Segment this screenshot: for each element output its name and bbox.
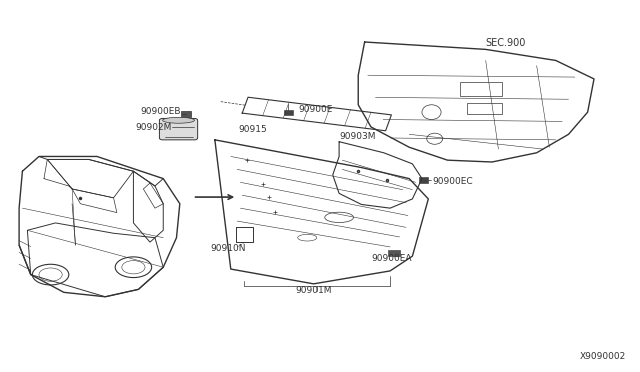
Bar [181,112,191,116]
Text: 90915: 90915 [239,125,268,134]
Bar [467,103,502,114]
Text: 90900EB: 90900EB [140,107,181,116]
Ellipse shape [163,117,195,123]
Text: 90901M: 90901M [296,286,332,295]
Text: 90902M: 90902M [135,123,172,132]
Text: 90900EC: 90900EC [432,177,473,186]
Text: 90910N: 90910N [211,244,246,253]
Text: 90900E: 90900E [298,105,333,115]
Text: SEC.900: SEC.900 [486,38,526,48]
Text: 90900EA: 90900EA [371,254,412,263]
Bar [284,110,292,115]
Text: X9090002: X9090002 [580,352,626,361]
FancyBboxPatch shape [159,118,198,140]
Bar [460,81,502,96]
Bar [419,177,428,183]
Text: 90903M: 90903M [339,132,376,141]
Bar [388,250,399,256]
